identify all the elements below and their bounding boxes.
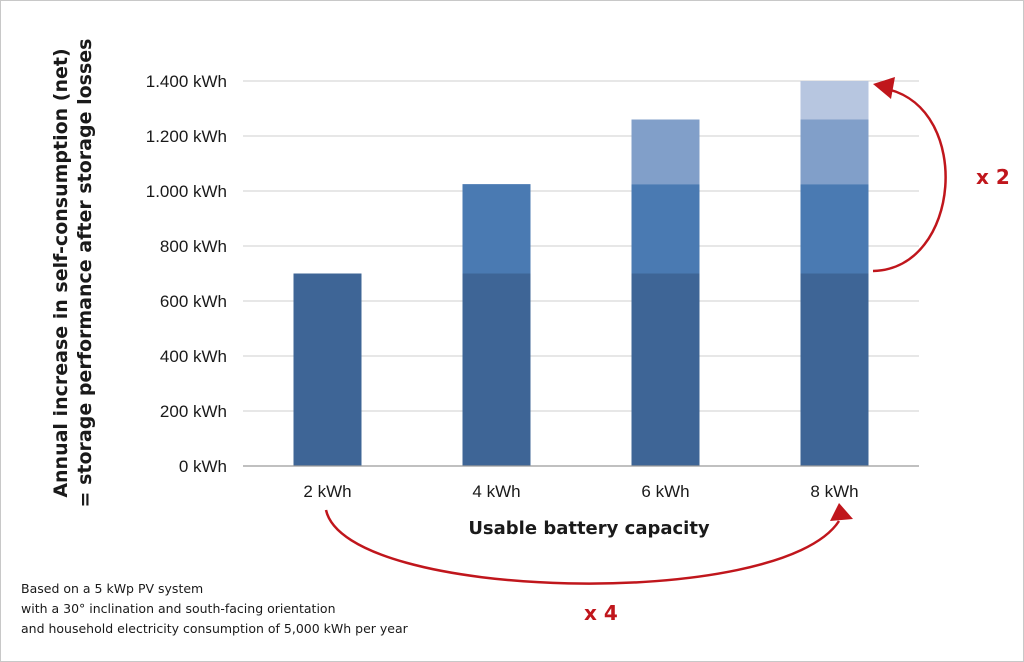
x4-annotation: x 4 bbox=[584, 601, 618, 625]
bar-segment-4-kwh-s1 bbox=[462, 273, 531, 466]
bar-segment-8-kwh-s4 bbox=[800, 81, 869, 120]
y-tick-label: 200 kWh bbox=[160, 402, 227, 421]
y-axis-title-line2: = storage performance after storage loss… bbox=[74, 39, 96, 508]
x2-arrow-head bbox=[873, 77, 895, 99]
x-tick-label: 8 kWh bbox=[810, 482, 858, 501]
x-tick-label: 2 kWh bbox=[303, 482, 351, 501]
y-tick-label: 0 kWh bbox=[179, 457, 227, 476]
bar-segment-8-kwh-s1 bbox=[800, 273, 869, 466]
bar-layer bbox=[293, 81, 869, 466]
footnote-line-3: and household electricity consumption of… bbox=[21, 621, 408, 636]
x2-arrow-curve bbox=[872, 87, 947, 273]
y-tick-label: 1.400 kWh bbox=[146, 72, 227, 91]
x-tick-label: 4 kWh bbox=[472, 482, 520, 501]
x-axis-title: Usable battery capacity bbox=[468, 518, 710, 539]
y-tick-label: 1.000 kWh bbox=[146, 182, 227, 201]
bar-segment-2-kwh-s1 bbox=[293, 273, 362, 466]
bar-segment-8-kwh-s2 bbox=[800, 184, 869, 274]
x-axis-ticks: 2 kWh 4 kWh 6 kWh 8 kWh bbox=[303, 482, 858, 501]
bar-segment-4-kwh-s2 bbox=[462, 184, 531, 274]
y-axis-title-line1: Annual increase in self-consumption (net… bbox=[50, 48, 72, 497]
footnote-line-1: Based on a 5 kWp PV system bbox=[21, 581, 204, 596]
footnote-line-2: with a 30° inclination and south-facing … bbox=[21, 601, 336, 616]
bar-segment-6-kwh-s3 bbox=[631, 119, 700, 185]
footnote: Based on a 5 kWp PV system with a 30° in… bbox=[21, 579, 408, 639]
x2-annotation: x 2 bbox=[976, 165, 1010, 189]
x-tick-label: 6 kWh bbox=[641, 482, 689, 501]
y-tick-label: 400 kWh bbox=[160, 347, 227, 366]
y-axis-ticks: 0 kWh 200 kWh 400 kWh 600 kWh 800 kWh 1.000 k… bbox=[146, 72, 227, 476]
bar-segment-6-kwh-s1 bbox=[631, 273, 700, 466]
x2-arrow bbox=[872, 77, 947, 273]
x4-arrow-head bbox=[830, 503, 853, 521]
x4-arrow-curve bbox=[324, 509, 841, 585]
bar-segment-8-kwh-s3 bbox=[800, 119, 869, 185]
bar-segment-6-kwh-s2 bbox=[631, 184, 700, 274]
y-tick-label: 1.200 kWh bbox=[146, 127, 227, 146]
y-tick-label: 600 kWh bbox=[160, 292, 227, 311]
y-tick-label: 800 kWh bbox=[160, 237, 227, 256]
x4-arrow bbox=[324, 503, 853, 585]
